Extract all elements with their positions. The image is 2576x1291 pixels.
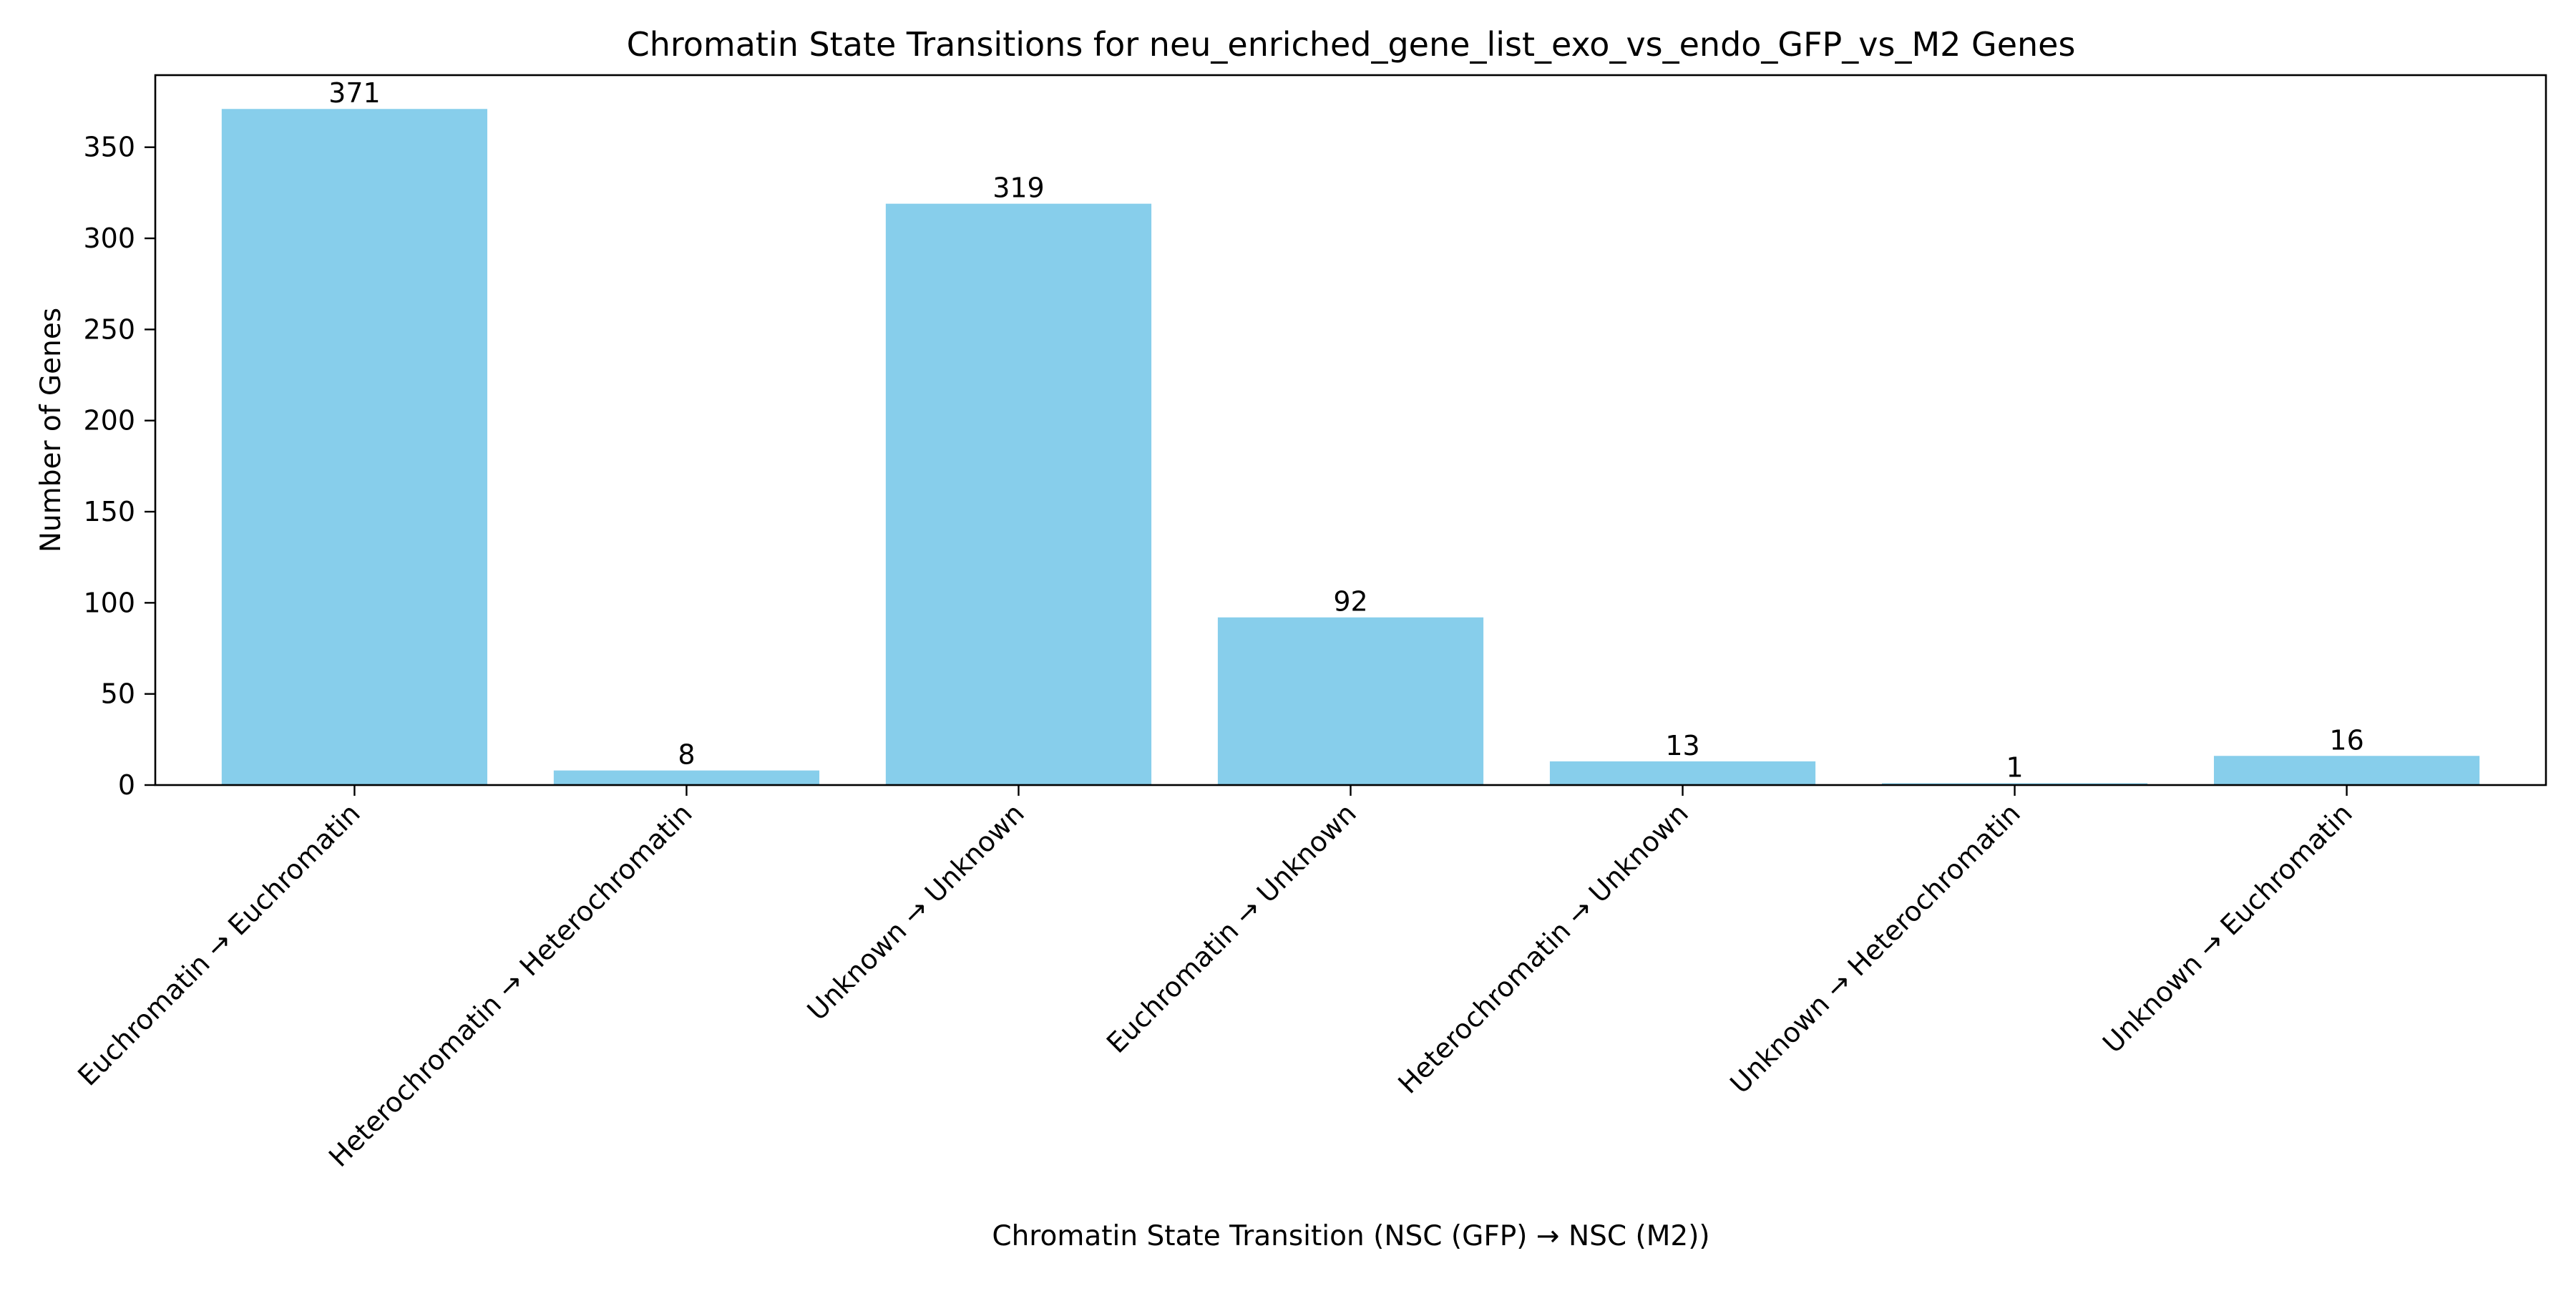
x-axis-label: Chromatin State Transition (NSC (GFP) → … (992, 1220, 1709, 1252)
y-tick-label-6: 250 (83, 313, 135, 345)
data-label-6: 1 (2006, 751, 2023, 783)
bar-5 (1549, 761, 1816, 785)
plot-area: 371 8 319 92 13 1 16 (221, 77, 2480, 785)
y-tick-label-2: 50 (101, 678, 135, 710)
data-label-4: 92 (1333, 586, 1367, 618)
y-axis-label: Number of Genes (35, 308, 67, 552)
data-label-7: 16 (2329, 724, 2363, 756)
data-label-5: 13 (1665, 730, 1699, 761)
data-label-2: 8 (678, 739, 695, 771)
bar-7 (2213, 756, 2480, 785)
y-tick-label-5: 200 (83, 405, 135, 437)
y-tick-label-8: 350 (83, 132, 135, 163)
bar-3 (885, 203, 1152, 785)
y-tick-label-3: 100 (83, 587, 135, 618)
y-tick-label-4: 150 (83, 496, 135, 527)
bar-2 (553, 770, 820, 785)
y-axis: 0 50 100 150 200 250 300 350 (83, 132, 155, 801)
bar-1 (221, 109, 488, 785)
chart-title: Chromatin State Transitions for neu_enri… (627, 25, 2076, 64)
bar-4 (1217, 617, 1484, 785)
data-label-1: 371 (328, 77, 381, 109)
y-tick-label-7: 300 (83, 223, 135, 254)
y-tick-label-1: 0 (118, 769, 135, 801)
data-label-3: 319 (992, 172, 1045, 204)
